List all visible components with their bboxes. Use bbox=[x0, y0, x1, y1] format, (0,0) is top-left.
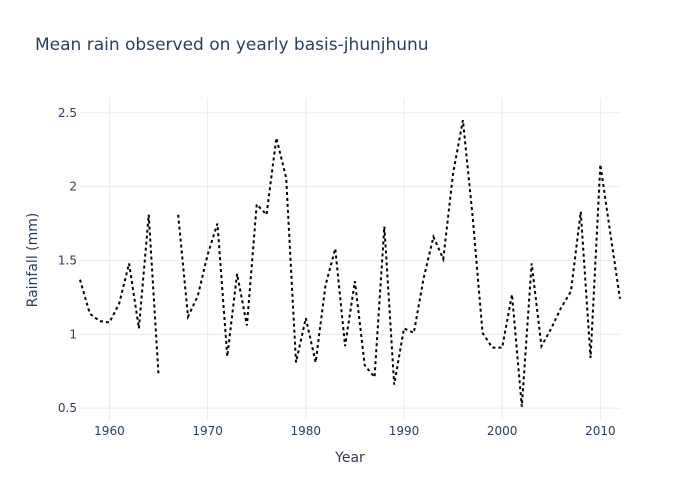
x-tick-label-2010: 2010 bbox=[585, 424, 616, 438]
y-tick-label-1: 1 bbox=[69, 327, 77, 341]
grid-lines bbox=[80, 98, 620, 420]
y-tick-label-2: 2 bbox=[69, 180, 77, 194]
x-tick-label-1970: 1970 bbox=[192, 424, 223, 438]
y-tick-label-0.5: 0.5 bbox=[58, 401, 77, 415]
x-axis-title: Year bbox=[334, 450, 365, 466]
x-tick-label-2000: 2000 bbox=[487, 424, 518, 438]
chart-title: Mean rain observed on yearly basis-jhunj… bbox=[35, 35, 429, 55]
x-tick-label-1960: 1960 bbox=[94, 424, 125, 438]
y-axis-title: Rainfall (mm) bbox=[25, 213, 41, 308]
rainfall-series bbox=[79, 119, 621, 407]
x-tick-label-1990: 1990 bbox=[389, 424, 420, 438]
x-tick-labels: 1960 1970 1980 1990 2000 2010 bbox=[94, 424, 615, 438]
y-tick-labels: 0.5 1 1.5 2 2.5 bbox=[58, 106, 77, 415]
y-tick-label-2.5: 2.5 bbox=[58, 106, 77, 120]
x-tick-label-1980: 1980 bbox=[291, 424, 322, 438]
rainfall-line bbox=[79, 119, 621, 407]
y-tick-label-1.5: 1.5 bbox=[58, 253, 77, 267]
